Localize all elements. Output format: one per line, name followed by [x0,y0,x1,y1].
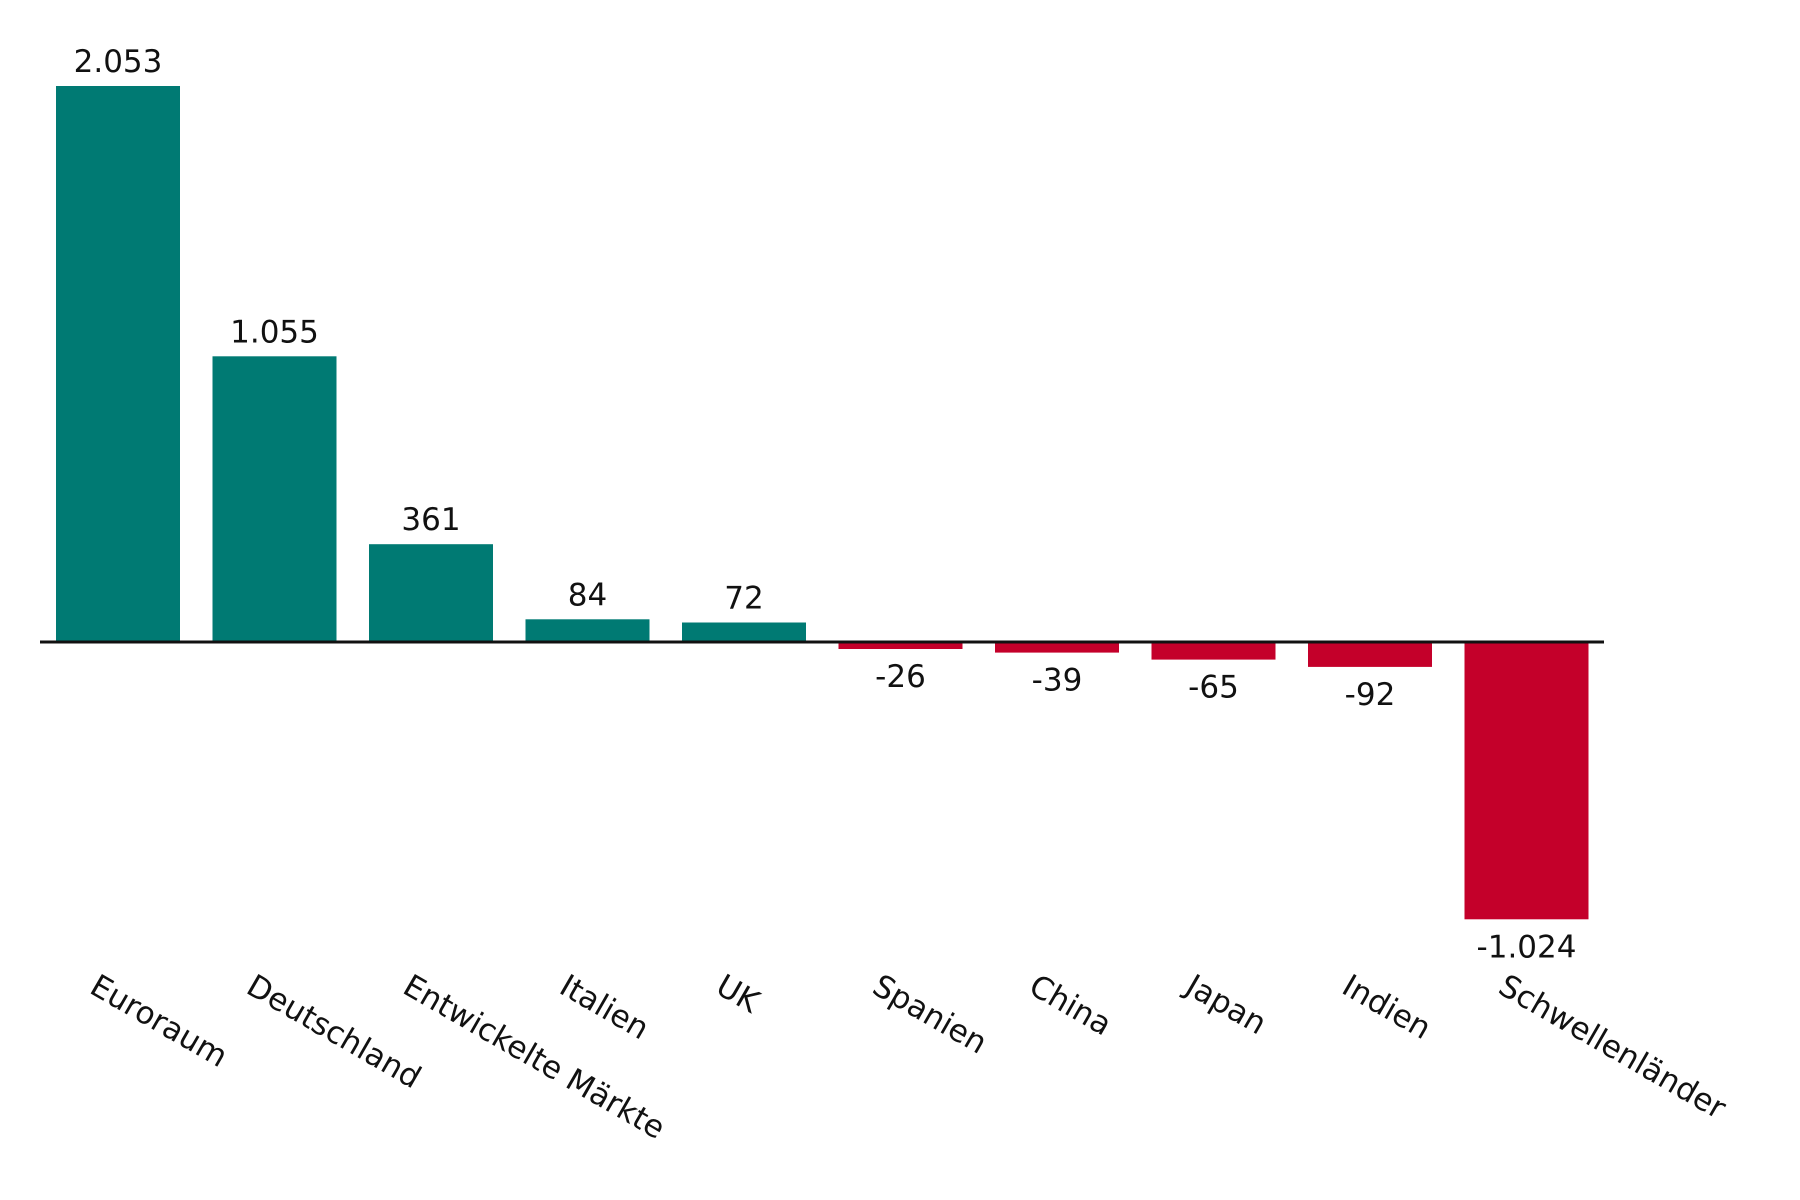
category-label-uk: UK [710,968,766,1021]
value-label-italien: 84 [568,577,607,613]
bar-japan [1151,642,1276,660]
value-label-entwickelte-maerkte: 361 [401,502,460,538]
bar-schwellenlaender [1464,642,1589,920]
value-label-schwellenlaender: -1.024 [1477,929,1577,965]
value-label-uk: 72 [724,581,763,617]
bar-china [995,642,1119,653]
value-label-japan: -65 [1188,670,1239,706]
category-label-deutschland: Deutschland [240,968,426,1096]
category-label-euroraum: Euroraum [84,968,234,1075]
category-label-indien: Indien [1336,968,1437,1047]
bars-group [56,86,1589,920]
category-label-china: China [1023,968,1118,1043]
value-label-euroraum: 2.053 [74,44,163,80]
category-label-japan: Japan [1178,967,1273,1042]
bar-indien [1308,642,1432,667]
bar-deutschland [212,356,337,642]
bar-euroraum [56,86,180,642]
category-label-entwickelte-maerkte: Entwickelte Märkte [397,968,671,1147]
category-label-spanien: Spanien [867,968,994,1062]
bar-italien [525,619,650,642]
category-label-italien: Italien [554,968,655,1047]
bar-entwickelte-maerkte [369,544,493,642]
value-label-china: -39 [1032,663,1083,699]
value-label-deutschland: 1.055 [230,314,319,350]
bar-uk [682,622,806,642]
value-labels-group: 2.053 1.055 361 84 72 -26 -39 -65 -92 -1.024 [74,44,1577,965]
category-label-schwellenlaender: Schwellenländer [1492,968,1731,1127]
bar-spanien [838,642,963,649]
value-label-spanien: -26 [875,659,926,695]
value-label-indien: -92 [1345,677,1396,713]
